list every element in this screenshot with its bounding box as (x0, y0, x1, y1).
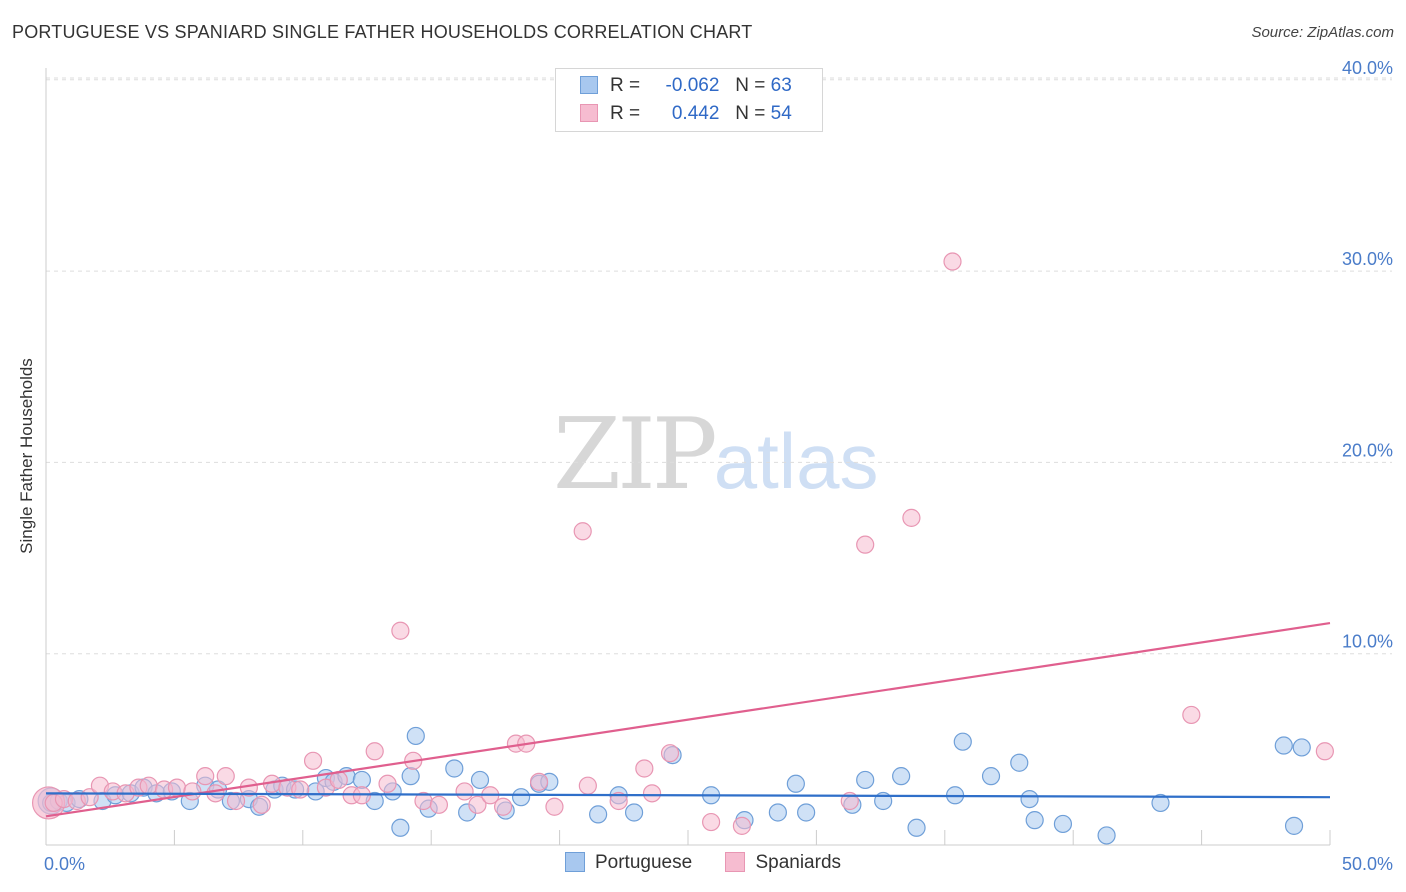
legend-label-spaniards: Spaniards (755, 852, 842, 873)
spaniards-point (183, 782, 202, 801)
portuguese-point (1025, 811, 1044, 830)
grid-lines (46, 77, 1392, 655)
x-tick-label: 0.0% (44, 854, 85, 874)
y-tick-label: 40.0% (1342, 58, 1393, 78)
spaniards-point (902, 508, 921, 527)
spaniards-point (378, 774, 397, 793)
axes (45, 68, 1331, 846)
portuguese-point (892, 767, 911, 786)
legend-label-portuguese: Portuguese (594, 852, 693, 873)
portuguese-point (1097, 826, 1116, 845)
portuguese-point (907, 818, 926, 837)
spaniards-point (216, 767, 235, 786)
portuguese-point (1151, 793, 1170, 813)
spaniards-point (391, 621, 410, 640)
spaniards-point (1315, 742, 1334, 761)
series-legend: Portuguese Spaniards (0, 852, 1406, 874)
portuguese-point (1292, 738, 1311, 757)
legend-item-spaniards[interactable]: Spaniards (725, 852, 841, 874)
spaniards-point (578, 776, 597, 795)
legend-r-label: R = (610, 103, 641, 124)
portuguese-point (352, 770, 371, 790)
spaniards-point (609, 791, 628, 811)
spaniards-point (455, 782, 474, 801)
watermark: ZIPatlas (553, 398, 879, 512)
portuguese-point (1020, 789, 1039, 809)
portuguese-point (511, 788, 531, 807)
spaniards-point (1182, 705, 1201, 725)
spaniards-point (702, 812, 721, 832)
spaniards-point (365, 742, 384, 761)
legend-n-label: N = (735, 103, 766, 124)
portuguese-point (445, 759, 464, 778)
portuguese-point (953, 732, 972, 751)
spaniards-point (660, 744, 680, 763)
spaniards-point (529, 772, 549, 791)
spaniards-point (226, 791, 246, 811)
spaniards-swatch (580, 104, 598, 122)
portuguese-point (1284, 816, 1304, 835)
portuguese-point (797, 803, 816, 822)
spaniards-point (252, 795, 271, 814)
tick-labels: 10.0% 20.0% 30.0% 40.0% 0.0% 50.0% (44, 58, 1393, 874)
portuguese-point (1010, 753, 1029, 772)
correlation-legend: R = -0.062 N = 63 R = 0.442 N = 54 (555, 68, 823, 132)
legend-r-label: R = (610, 75, 641, 96)
source-label: Source: ZipAtlas.com (1251, 24, 1394, 41)
legend-r-value: 0.442 (671, 103, 720, 124)
spaniards-point (429, 795, 449, 814)
portuguese-point (786, 774, 805, 793)
chart-title: PORTUGUESE VS SPANIARD SINGLE FATHER HOU… (12, 22, 753, 42)
spaniards-point (291, 780, 310, 799)
portuguese-point (1053, 814, 1073, 834)
trend-lines (45, 622, 1331, 818)
portuguese-swatch (564, 852, 585, 872)
portuguese-point (406, 726, 425, 746)
spaniards-point (545, 797, 564, 816)
legend-n-label: N = (735, 75, 766, 96)
spaniards-point (856, 535, 875, 554)
spaniards-trend-line (45, 622, 1331, 818)
portuguese-point (981, 767, 1001, 786)
spaniards-point (139, 776, 158, 795)
spaniards-point (494, 797, 513, 816)
spaniards-point (642, 784, 662, 803)
watermark-zip: ZIP (553, 398, 718, 512)
portuguese-point (1274, 736, 1293, 755)
portuguese-point (856, 770, 875, 790)
spaniards-point (732, 816, 752, 835)
spaniards-point (635, 759, 654, 778)
spaniards-point (468, 795, 487, 814)
spaniards-point (196, 767, 215, 786)
y-tick-label: 20.0% (1342, 440, 1393, 460)
portuguese-point (624, 803, 644, 822)
spaniards-swatch (725, 852, 746, 872)
legend-item-portuguese[interactable]: Portuguese (564, 852, 693, 874)
y-tick-label: 10.0% (1342, 632, 1393, 652)
portuguese-point (589, 805, 608, 824)
watermark-atlas: atlas (713, 417, 879, 505)
spaniards-point (573, 522, 592, 541)
legend-row-spaniards: R = 0.442 N = 54 (580, 103, 792, 127)
portuguese-point (391, 818, 410, 837)
portuguese-point (470, 770, 490, 790)
portuguese-point (401, 767, 420, 786)
legend-n-value: 54 (770, 103, 792, 124)
portuguese-point (768, 803, 787, 822)
x-tick-label: 50.0% (1342, 854, 1393, 874)
legend-row-portuguese: R = -0.062 N = 63 (580, 75, 792, 99)
portuguese-swatch (580, 76, 598, 94)
legend-r-value: -0.062 (665, 75, 720, 96)
spaniards-point (303, 751, 323, 770)
y-tick-label: 30.0% (1342, 249, 1393, 269)
spaniards-points (31, 252, 1334, 835)
spaniards-point (943, 252, 962, 271)
portuguese-points (37, 726, 1311, 845)
legend-n-value: 63 (770, 75, 792, 96)
portuguese-trend-line (45, 792, 1331, 799)
